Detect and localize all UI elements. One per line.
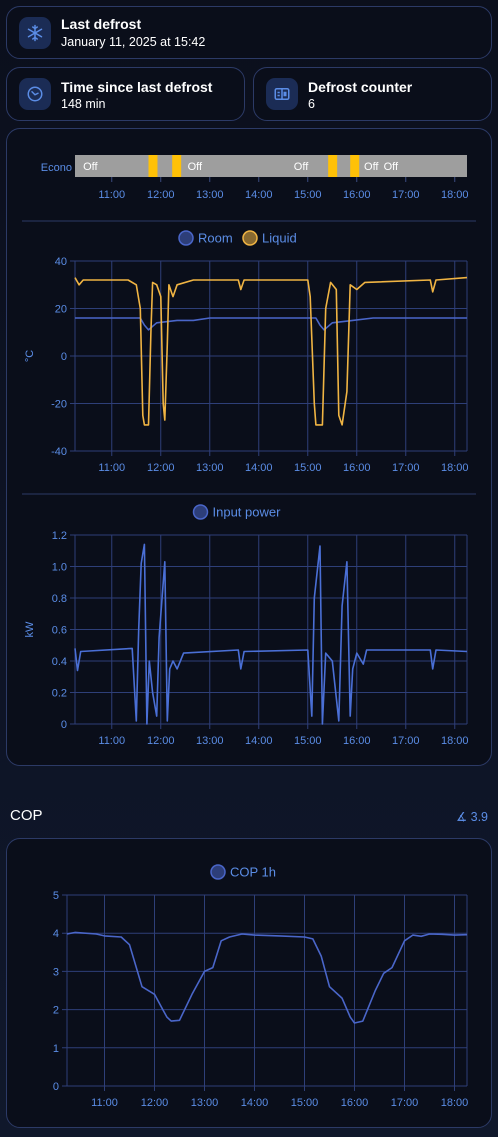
x-tick-label: 14:00 xyxy=(245,189,273,201)
time-since-defrost-title: Time since last defrost xyxy=(61,79,213,95)
timeline-on-segment[interactable] xyxy=(328,155,338,177)
y-axis-label: °C xyxy=(24,350,36,362)
y-tick-label: -40 xyxy=(51,446,67,458)
x-tick-label: 18:00 xyxy=(441,735,469,747)
cop-section-title: COP xyxy=(10,807,43,824)
y-tick-label: 40 xyxy=(55,256,67,268)
timeline-segment-label: Off xyxy=(364,161,379,173)
timeline-on-segment[interactable] xyxy=(350,155,360,177)
x-tick-label: 17:00 xyxy=(392,189,420,201)
x-tick-label: 12:00 xyxy=(147,462,175,474)
x-tick-label: 14:00 xyxy=(245,735,273,747)
y-tick-label: 0.2 xyxy=(52,688,67,700)
x-tick-label: 15:00 xyxy=(294,462,322,474)
legend-label[interactable]: Room xyxy=(198,231,233,246)
charts-card: Econo Off Off Off Off Off 11:00 12:00 13:00 14:… xyxy=(6,128,492,766)
y-tick-label: 0 xyxy=(61,351,67,363)
time-since-defrost-value: 148 min xyxy=(61,97,106,111)
y-tick-label: 3 xyxy=(53,966,59,978)
charts-canvas[interactable]: Econo Off Off Off Off Off 11:00 12:00 13:00 14:… xyxy=(7,129,493,767)
y-tick-label: 0 xyxy=(53,1081,59,1093)
legend-swatch[interactable] xyxy=(178,230,194,246)
x-tick-label: 13:00 xyxy=(196,462,224,474)
x-tick-label: 11:00 xyxy=(91,1097,118,1109)
y-tick-label: 0.8 xyxy=(52,593,67,605)
y-tick-label: 1.2 xyxy=(52,530,67,542)
y-tick-label: 2 xyxy=(53,1005,59,1017)
series-line-room[interactable] xyxy=(75,317,467,331)
x-tick-label: 13:00 xyxy=(196,735,224,747)
timeline-segment-label: Off xyxy=(83,161,98,173)
series-line-input-power[interactable] xyxy=(74,543,468,725)
time-since-defrost-tile[interactable]: Time since last defrost 148 min xyxy=(6,67,245,121)
x-tick-label: 15:00 xyxy=(291,1097,319,1109)
x-tick-label: 11:00 xyxy=(98,189,125,201)
x-tick-label: 12:00 xyxy=(147,735,175,747)
legend-swatch[interactable] xyxy=(242,230,258,246)
cop-badge[interactable]: ∡ 3.9 xyxy=(455,810,488,824)
timeline-on-segment[interactable] xyxy=(148,155,158,177)
x-tick-label: 18:00 xyxy=(441,462,469,474)
timeline-segment-label: Off xyxy=(294,161,309,173)
last-defrost-tile[interactable]: Last defrost January 11, 2025 at 15:42 xyxy=(6,6,492,59)
x-tick-label: 15:00 xyxy=(294,735,322,747)
y-tick-label: 4 xyxy=(53,928,59,940)
y-tick-label: 20 xyxy=(55,304,67,316)
legend-label[interactable]: Liquid xyxy=(262,231,297,246)
last-defrost-value: January 11, 2025 at 15:42 xyxy=(61,35,206,49)
defrost-counter-tile[interactable]: Defrost counter 6 xyxy=(253,67,492,121)
x-tick-label: 16:00 xyxy=(341,1097,369,1109)
timer-icon xyxy=(19,78,51,110)
x-tick-label: 13:00 xyxy=(196,189,224,201)
legend-swatch[interactable] xyxy=(210,864,226,880)
y-tick-label: 1 xyxy=(53,1043,59,1055)
x-tick-label: 17:00 xyxy=(392,462,420,474)
timeline-bar[interactable]: Off Off Off Off Off xyxy=(75,155,467,177)
y-tick-label: 1.0 xyxy=(52,562,67,574)
y-tick-label: -20 xyxy=(51,399,67,411)
defrost-counter-title: Defrost counter xyxy=(308,79,413,95)
timeline-off-segment[interactable] xyxy=(75,155,467,177)
x-tick-label: 16:00 xyxy=(343,189,371,201)
x-tick-label: 11:00 xyxy=(98,462,125,474)
cop-canvas[interactable]: COP 1h 5 4 3 2 1 0 11:00 12:00 13:00 14:00 15:00 16… xyxy=(7,839,493,1129)
legend-label[interactable]: COP 1h xyxy=(230,865,276,880)
x-tick-label: 12:00 xyxy=(147,189,175,201)
x-tick-label: 15:00 xyxy=(294,189,322,201)
series-line-cop-1h[interactable] xyxy=(66,931,468,1024)
y-tick-label: 0 xyxy=(61,719,67,731)
timeline-segment-label: Off xyxy=(188,161,203,173)
x-tick-label: 13:00 xyxy=(191,1097,219,1109)
x-tick-label: 18:00 xyxy=(441,1097,469,1109)
legend-swatch[interactable] xyxy=(192,504,209,520)
series-line-liquid[interactable] xyxy=(74,276,468,426)
x-tick-label: 17:00 xyxy=(391,1097,419,1109)
timeline-on-segment[interactable] xyxy=(172,155,182,177)
snowflake-icon xyxy=(19,17,51,49)
defrost-counter-value: 6 xyxy=(308,97,315,111)
y-tick-label: 5 xyxy=(53,890,59,902)
x-tick-label: 16:00 xyxy=(343,735,371,747)
y-tick-label: 0.6 xyxy=(52,625,67,637)
cop-card: COP 1h 5 4 3 2 1 0 11:00 12:00 13:00 14:00 15:00 16… xyxy=(6,838,492,1128)
timeline-label: Econo xyxy=(41,162,72,174)
x-tick-label: 14:00 xyxy=(245,462,273,474)
x-tick-label: 12:00 xyxy=(141,1097,169,1109)
timeline-segment-label: Off xyxy=(384,161,399,173)
last-defrost-title: Last defrost xyxy=(61,16,142,32)
x-tick-label: 17:00 xyxy=(392,735,420,747)
x-tick-label: 16:00 xyxy=(343,462,371,474)
y-tick-label: 0.4 xyxy=(52,656,67,668)
x-tick-label: 18:00 xyxy=(441,189,469,201)
counter-icon xyxy=(266,78,298,110)
y-axis-label: kW xyxy=(24,621,36,638)
x-tick-label: 14:00 xyxy=(241,1097,269,1109)
x-tick-label: 11:00 xyxy=(98,735,125,747)
legend-label[interactable]: Input power xyxy=(213,505,282,520)
